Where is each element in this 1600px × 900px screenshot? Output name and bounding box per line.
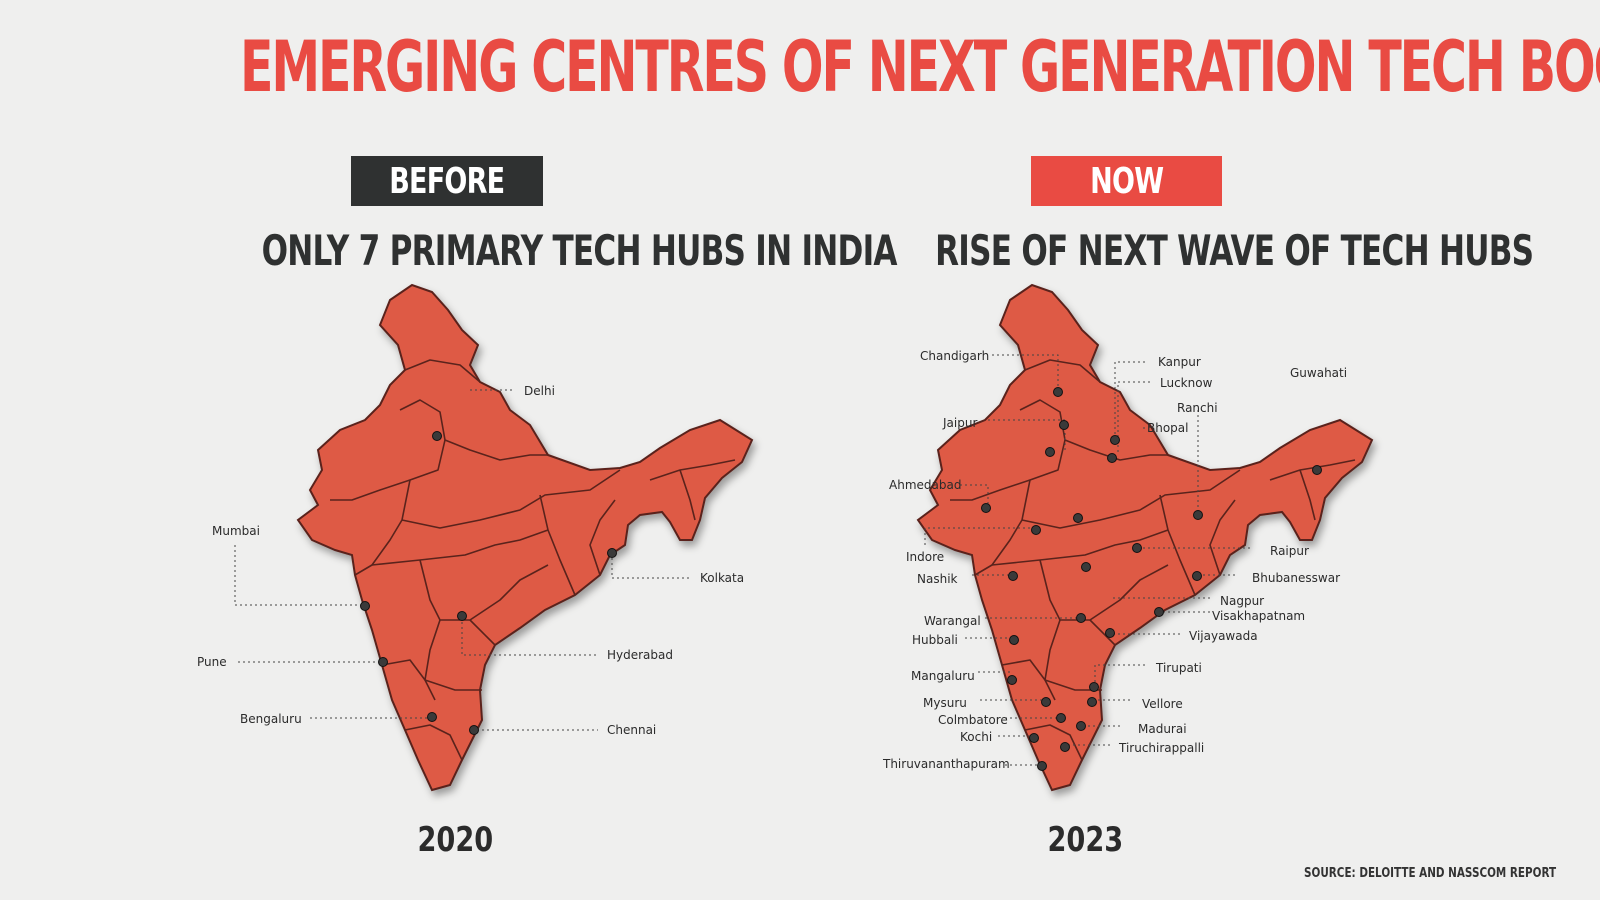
city-label-mysuru: Mysuru <box>923 696 967 710</box>
city-marker <box>1132 543 1142 553</box>
now-subtitle: RISE OF NEXT WAVE OF TECH HUBS <box>935 226 1534 275</box>
city-label-vijayawada: Vijayawada <box>1189 629 1258 643</box>
city-marker <box>1037 761 1047 771</box>
city-label-visakhapatnam: Visakhapatnam <box>1212 609 1305 623</box>
city-marker <box>1007 675 1017 685</box>
year-2020: 2020 <box>417 820 493 860</box>
city-label-nashik: Nashik <box>917 572 958 586</box>
city-marker <box>1059 420 1069 430</box>
city-label-coimbatore: Colmbatore <box>938 713 1008 727</box>
city-marker <box>1053 387 1063 397</box>
city-marker <box>1105 628 1115 638</box>
city-marker <box>1089 682 1099 692</box>
city-marker <box>981 503 991 513</box>
source-note: SOURCE: DELOITTE AND NASSCOM REPORT <box>1303 866 1556 881</box>
city-marker <box>1008 571 1018 581</box>
city-marker <box>607 548 617 558</box>
city-marker <box>1312 465 1322 475</box>
before-badge: BEFORE <box>351 156 543 206</box>
city-marker <box>1060 742 1070 752</box>
city-marker <box>1009 635 1019 645</box>
city-label-chandigarh: Chandigarh <box>920 349 989 363</box>
city-label-bhopal: Bhopal <box>1147 421 1188 435</box>
city-marker <box>360 601 370 611</box>
city-marker <box>1045 447 1055 457</box>
city-marker <box>427 712 437 722</box>
city-label-chennai: Chennai <box>607 723 656 737</box>
city-marker <box>1154 607 1164 617</box>
city-marker <box>469 725 479 735</box>
city-marker <box>1087 697 1097 707</box>
city-label-mumbai: Mumbai <box>212 524 260 538</box>
city-label-pune: Pune <box>197 655 227 669</box>
city-marker <box>1041 697 1051 707</box>
year-2023: 2023 <box>1047 820 1123 860</box>
city-label-indore: Indore <box>906 550 944 564</box>
city-marker <box>1056 713 1066 723</box>
city-label-thiruvananthapuram: Thiruvananthapuram <box>882 757 1010 771</box>
city-marker <box>1076 613 1086 623</box>
map-2023: Chandigarh Kanpur Lucknow Guwahati Ranch… <box>882 284 1373 791</box>
city-marker <box>1110 435 1120 445</box>
city-label-tirupati: Tirupati <box>1155 661 1202 675</box>
city-label-bhubaneswar: Bhubanesswar <box>1252 571 1340 585</box>
city-label-hyderabad: Hyderabad <box>607 648 673 662</box>
city-label-kochi: Kochi <box>960 730 992 744</box>
city-label-ranchi: Ranchi <box>1177 401 1218 415</box>
city-label-lucknow: Lucknow <box>1160 376 1213 390</box>
city-marker <box>378 657 388 667</box>
city-label-warangal: Warangal <box>924 614 981 628</box>
map-2020: Delhi Mumbai Kolkata Pune Hyderabad Beng… <box>197 284 753 791</box>
city-label-vellore: Vellore <box>1142 697 1183 711</box>
city-marker <box>1073 513 1083 523</box>
city-label-bengaluru: Bengaluru <box>240 712 302 726</box>
city-label-nagpur: Nagpur <box>1220 594 1264 608</box>
city-marker <box>457 611 467 621</box>
city-marker <box>1193 510 1203 520</box>
city-label-madurai: Madurai <box>1138 722 1187 736</box>
city-label-kolkata: Kolkata <box>700 571 744 585</box>
city-label-tiruchirappalli: Tiruchirappalli <box>1118 741 1204 755</box>
city-label-hubbali: Hubbali <box>912 633 958 647</box>
city-marker <box>1076 721 1086 731</box>
city-marker <box>1107 453 1117 463</box>
city-marker <box>432 431 442 441</box>
city-marker <box>1031 525 1041 535</box>
city-marker <box>1081 562 1091 572</box>
before-subtitle: ONLY 7 PRIMARY TECH HUBS IN INDIA <box>261 226 898 275</box>
city-label-jaipur: Jaipur <box>942 416 977 430</box>
city-marker <box>1192 571 1202 581</box>
city-label-kanpur: Kanpur <box>1158 355 1201 369</box>
city-label-ahmedabad: Ahmedabad <box>889 478 961 492</box>
now-badge: NOW <box>1031 156 1222 206</box>
city-label-raipur: Raipur <box>1270 544 1309 558</box>
city-label-delhi: Delhi <box>524 384 555 398</box>
city-label-mangaluru: Mangaluru <box>911 669 975 683</box>
city-label-guwahati: Guwahati <box>1290 366 1347 380</box>
city-marker <box>1029 733 1039 743</box>
